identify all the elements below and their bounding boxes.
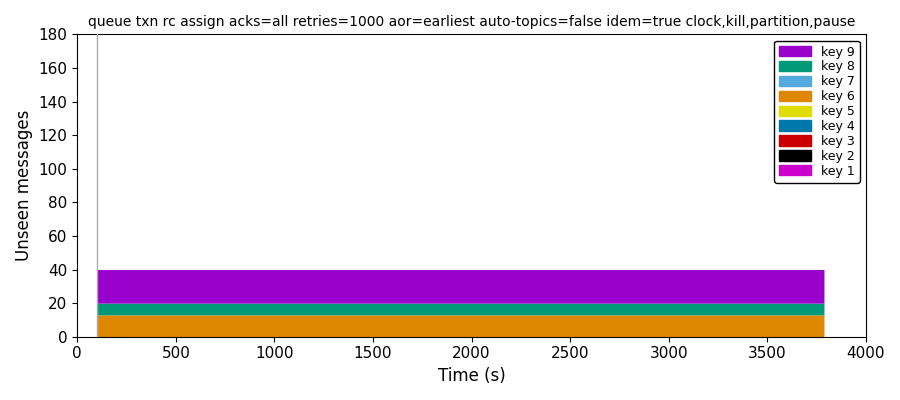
Y-axis label: Unseen messages: Unseen messages <box>15 110 33 261</box>
Title: queue txn rc assign acks=all retries=1000 aor=earliest auto-topics=false idem=tr: queue txn rc assign acks=all retries=100… <box>88 15 855 29</box>
X-axis label: Time (s): Time (s) <box>437 367 506 385</box>
Legend: key 9, key 8, key 7, key 6, key 5, key 4, key 3, key 2, key 1: key 9, key 8, key 7, key 6, key 5, key 4… <box>774 40 860 182</box>
